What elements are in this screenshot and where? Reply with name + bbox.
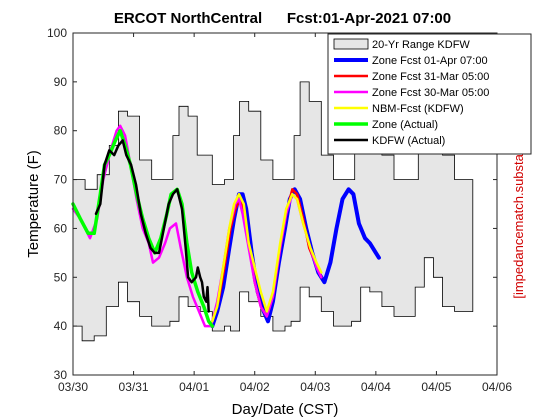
series-line-3	[211, 192, 323, 323]
legend-entry-label: Zone Fcst 01-Apr 07:00	[372, 55, 488, 67]
y-axis-ticks: 30 40 50 60 70 80 90 100	[47, 26, 497, 382]
x-tick-label: 04/05	[421, 380, 451, 394]
x-tick-label: 04/04	[361, 380, 391, 394]
legend-box	[327, 33, 532, 155]
legend: 20-Yr Range KDFW Zone Fcst 01-Apr 07:00 Zo…	[327, 33, 532, 155]
legend-entry-label: Zone Fcst 31-Mar 05:00	[372, 71, 489, 83]
plot-frame	[72, 32, 498, 376]
chart-subtitle: Fcst:01-Apr-2021 07:00	[287, 10, 451, 27]
x-tick-label: 04/01	[179, 380, 209, 394]
legend-entry-label: KDFW (Actual)	[372, 135, 445, 147]
legend-entry-label: Zone (Actual)	[372, 119, 438, 131]
x-axis-label: Day/Date (CST)	[232, 401, 339, 418]
legend-entry-label: Zone Fcst 30-Mar 05:00	[372, 87, 489, 99]
y-tick-label: 100	[47, 26, 67, 40]
watermark-text: [impedancematch.substack.com]	[511, 109, 526, 298]
legend-swatch-range	[333, 38, 369, 50]
chart-title: ERCOT NorthCentral	[114, 10, 262, 27]
series-layer	[71, 124, 381, 329]
y-tick-label: 90	[54, 75, 68, 89]
x-tick-label: 04/06	[482, 380, 512, 394]
x-tick-label: 04/03	[300, 380, 330, 394]
y-tick-label: 40	[54, 319, 68, 333]
y-tick-label: 70	[54, 173, 68, 187]
x-axis-ticks: 03/30 03/31 04/01 04/02 04/03 04/04 04/05 04/06	[58, 33, 512, 394]
x-tick-label: 03/31	[119, 380, 149, 394]
legend-entry-label: NBM-Fcst (KDFW)	[372, 103, 464, 115]
series-line-5	[94, 139, 210, 313]
y-tick-label: 50	[54, 270, 68, 284]
y-tick-label: 60	[54, 221, 68, 235]
x-tick-label: 04/02	[240, 380, 270, 394]
legend-entry-label: 20-Yr Range KDFW	[372, 39, 470, 51]
y-axis-label: Temperature (F)	[25, 150, 42, 258]
y-tick-label: 30	[54, 368, 68, 382]
y-tick-label: 80	[54, 124, 68, 138]
x-tick-label: 03/30	[58, 380, 88, 394]
